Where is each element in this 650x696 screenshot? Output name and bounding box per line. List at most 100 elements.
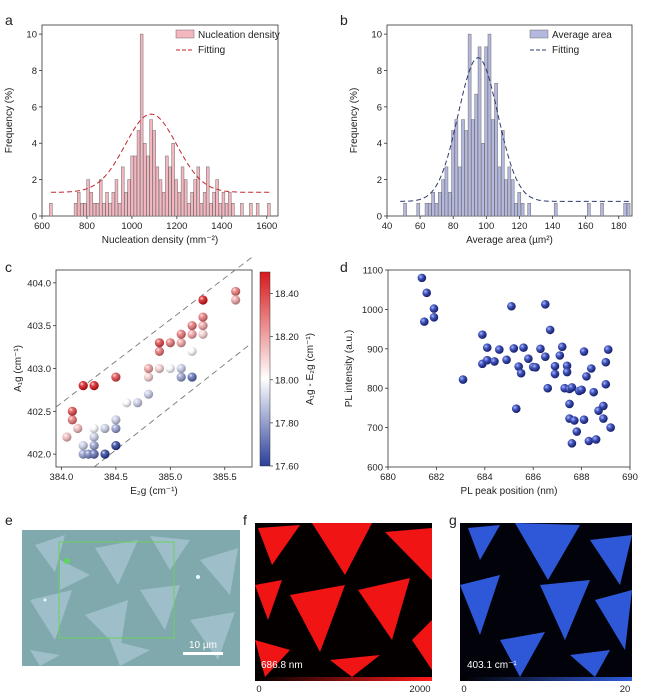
panel-label-f: f bbox=[243, 512, 247, 528]
b-histogram-bar bbox=[481, 142, 485, 217]
c-data-point-highlight bbox=[122, 398, 132, 408]
a-histogram-bar bbox=[95, 203, 100, 217]
b-y-tick-label: 6 bbox=[377, 102, 382, 113]
b-histogram-bar bbox=[626, 203, 631, 217]
b-histogram-bar bbox=[457, 166, 462, 217]
a-fitting-curve bbox=[51, 113, 272, 193]
optical-image bbox=[22, 530, 240, 666]
c-y-tick-label: 403.5 bbox=[27, 321, 51, 332]
b-histogram-bar bbox=[467, 33, 472, 217]
b-histogram-bar bbox=[464, 130, 469, 217]
panel-label-e: e bbox=[5, 512, 13, 528]
d-data-point bbox=[516, 368, 526, 378]
c-data-point-highlight bbox=[187, 372, 197, 382]
d-x-tick-label: 680 bbox=[380, 472, 396, 483]
a-histogram-bar bbox=[171, 142, 175, 217]
c-data-point-highlight bbox=[89, 423, 99, 434]
c-colorbar-tick-label: 18.20 bbox=[275, 332, 299, 343]
b-histogram-bar bbox=[553, 203, 558, 217]
a-x-tick-label: 1200 bbox=[166, 221, 187, 232]
c-data-point-highlight bbox=[143, 363, 154, 374]
c-data-point-highlight bbox=[198, 329, 208, 339]
a-histogram-bar bbox=[73, 203, 78, 217]
b-histogram-bar bbox=[487, 33, 492, 217]
b-histogram-bar bbox=[451, 130, 455, 217]
a-histogram-bar bbox=[127, 179, 131, 217]
b-histogram-bar bbox=[441, 179, 445, 217]
b-histogram-bar bbox=[484, 46, 488, 217]
pl-map-colorbar-max: 2000 bbox=[409, 684, 430, 695]
a-histogram-bar bbox=[114, 179, 119, 217]
a-histogram-bar bbox=[202, 192, 207, 217]
b-histogram-bar bbox=[424, 203, 429, 217]
pl-map-image bbox=[255, 523, 432, 677]
b-x-tick-label: 100 bbox=[478, 221, 494, 232]
a-y-tick-label: 0 bbox=[32, 212, 37, 223]
c-x-tick-label: 385.5 bbox=[213, 472, 237, 483]
b-y-tick-label: 0 bbox=[377, 212, 382, 223]
b-histogram-bar bbox=[438, 192, 442, 217]
d-y-axis-label: PL intensity (a.u.) bbox=[344, 330, 355, 407]
a-histogram-bar bbox=[155, 166, 160, 217]
pl-map-label: 686.8 nm bbox=[261, 660, 303, 671]
d-y-tick-label: 800 bbox=[367, 384, 383, 395]
c-colorbar bbox=[259, 271, 271, 467]
c-data-point-highlight bbox=[111, 415, 121, 425]
d-data-point bbox=[591, 435, 601, 444]
a-histogram-bar bbox=[199, 203, 204, 217]
a-histogram-bar bbox=[121, 166, 125, 217]
d-data-point bbox=[565, 399, 574, 409]
d-y-tick-label: 700 bbox=[367, 423, 383, 434]
c-x-tick-label: 384.0 bbox=[50, 472, 74, 483]
d-y-tick-label: 1100 bbox=[363, 266, 383, 277]
a-histogram-bar bbox=[111, 192, 115, 217]
c-data-point-highlight bbox=[176, 338, 186, 348]
d-x-axis-label: PL peak position (nm) bbox=[461, 486, 558, 497]
a-histogram-bar bbox=[177, 192, 182, 217]
b-legend-swatch-bar bbox=[529, 29, 549, 39]
a-histogram-bar bbox=[130, 155, 134, 217]
c-data-point-highlight bbox=[231, 286, 241, 297]
c-data-point-highlight bbox=[73, 423, 83, 434]
d-data-point bbox=[584, 436, 594, 446]
d-data-point bbox=[562, 361, 572, 371]
a-histogram-bar bbox=[190, 192, 194, 217]
d-data-point bbox=[603, 345, 613, 354]
b-fitting-curve bbox=[400, 57, 632, 202]
c-data-point-highlight bbox=[198, 321, 208, 331]
a-x-tick-label: 1000 bbox=[121, 221, 142, 232]
a-y-tick-label: 4 bbox=[32, 139, 37, 150]
c-data-point-highlight bbox=[154, 346, 165, 356]
c-y-tick-label: 402.5 bbox=[27, 407, 51, 418]
d-y-tick-label: 900 bbox=[367, 344, 383, 355]
d-data-point bbox=[567, 439, 577, 448]
a-histogram-bar bbox=[77, 192, 81, 217]
a-histogram-bar bbox=[212, 192, 216, 217]
c-data-point-highlight bbox=[154, 363, 165, 374]
pl-map-colorbar bbox=[255, 677, 432, 681]
b-histogram-bar bbox=[527, 203, 531, 217]
c-data-point-highlight bbox=[231, 295, 241, 305]
a-histogram-bar bbox=[86, 179, 90, 217]
b-x-axis-label: Average area (µm²) bbox=[466, 235, 553, 246]
d-data-point bbox=[507, 301, 516, 311]
a-histogram-bar bbox=[136, 130, 141, 217]
b-histogram-bar bbox=[507, 166, 512, 217]
b-y-axis-label: Frequency (%) bbox=[349, 88, 360, 154]
d-data-point bbox=[599, 401, 608, 411]
b-histogram-bar bbox=[514, 203, 518, 217]
d-data-point bbox=[514, 362, 523, 371]
a-histogram-bar bbox=[240, 203, 244, 217]
d-data-point bbox=[420, 317, 429, 326]
c-data-point-highlight bbox=[143, 389, 154, 399]
a-legend-swatch-bar bbox=[175, 29, 195, 39]
a-histogram-bar bbox=[133, 155, 138, 217]
a-histogram-bar bbox=[224, 203, 229, 217]
a-histogram-bar bbox=[139, 33, 144, 217]
a-histogram-bar bbox=[83, 203, 87, 217]
d-data-point bbox=[589, 387, 598, 397]
b-histogram-bar bbox=[500, 130, 505, 217]
raman-map-colorbar bbox=[460, 677, 632, 681]
d-data-point bbox=[502, 355, 511, 365]
c-y-axis-label: A₁g (cm⁻¹) bbox=[13, 345, 24, 392]
